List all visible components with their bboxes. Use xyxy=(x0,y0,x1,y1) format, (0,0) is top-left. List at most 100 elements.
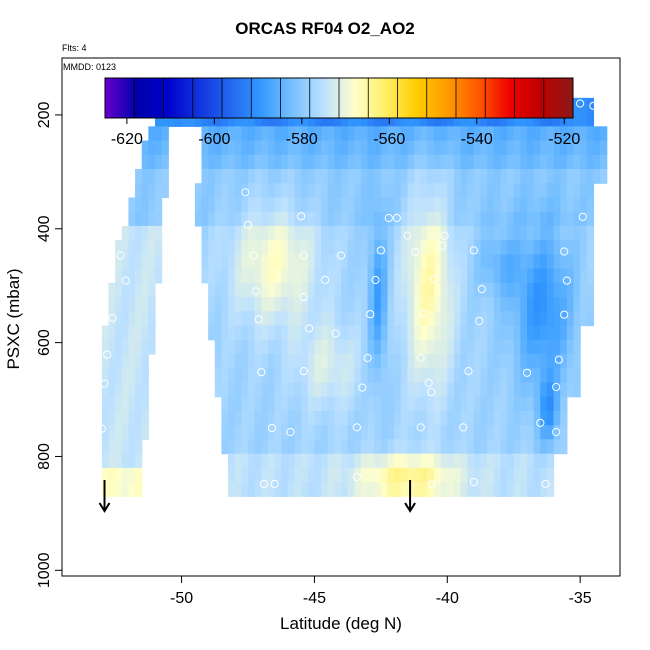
heatmap-cell xyxy=(421,454,428,469)
heatmap-cell xyxy=(142,311,149,326)
heatmap-cell xyxy=(155,141,162,156)
heatmap-cell xyxy=(487,354,494,369)
heatmap-cell xyxy=(454,411,461,426)
heatmap-cell xyxy=(115,425,122,440)
heatmap-cell xyxy=(301,297,308,312)
heatmap-cell xyxy=(394,454,401,469)
heatmap-cell xyxy=(434,439,441,454)
x-axis-label: Latitude (deg N) xyxy=(62,614,620,634)
heatmap-cell xyxy=(394,482,401,497)
heatmap-cell xyxy=(427,482,434,497)
heatmap-cell xyxy=(461,368,468,383)
heatmap-cell xyxy=(135,454,142,469)
heatmap-cell xyxy=(567,326,574,341)
heatmap-cell xyxy=(109,311,116,326)
heatmap-cell xyxy=(334,354,341,369)
heatmap-cell xyxy=(381,397,388,412)
heatmap-cell xyxy=(208,326,215,341)
heatmap-cell xyxy=(328,382,335,397)
heatmap-cell xyxy=(241,126,248,141)
heatmap-cell xyxy=(514,311,521,326)
heatmap-cell xyxy=(115,340,122,355)
heatmap-cell xyxy=(115,326,122,341)
heatmap-cell xyxy=(574,368,581,383)
heatmap-cell xyxy=(135,311,142,326)
heatmap-cell xyxy=(221,340,228,355)
heatmap-cell xyxy=(494,297,501,312)
heatmap-cell xyxy=(514,425,521,440)
heatmap-cell xyxy=(427,340,434,355)
heatmap-cell xyxy=(388,454,395,469)
heatmap-cell xyxy=(361,454,368,469)
heatmap-cell xyxy=(348,197,355,212)
heatmap-cell xyxy=(593,126,600,141)
heatmap-cell xyxy=(221,183,228,198)
heatmap-cell xyxy=(102,354,109,369)
heatmap-cell xyxy=(434,425,441,440)
heatmap-cell xyxy=(507,183,514,198)
heatmap-cell xyxy=(481,340,488,355)
heatmap-cell xyxy=(407,183,414,198)
y-axis: 2004006008001000 xyxy=(36,101,62,588)
heatmap-cell xyxy=(514,368,521,383)
heatmap-cell xyxy=(348,382,355,397)
heatmap-cell xyxy=(334,183,341,198)
heatmap-cell xyxy=(221,197,228,212)
heatmap-cell xyxy=(540,183,547,198)
heatmap-cell xyxy=(567,382,574,397)
heatmap-cell xyxy=(414,212,421,227)
heatmap-cell xyxy=(441,283,448,298)
heatmap-cell xyxy=(268,425,275,440)
heatmap-cell xyxy=(520,397,527,412)
heatmap-cell xyxy=(261,212,268,227)
heatmap-cell xyxy=(560,212,567,227)
heatmap-layer xyxy=(102,98,607,497)
heatmap-cell xyxy=(348,368,355,383)
heatmap-cell xyxy=(514,297,521,312)
heatmap-cell xyxy=(155,240,162,255)
heatmap-cell xyxy=(481,297,488,312)
heatmap-cell xyxy=(394,197,401,212)
heatmap-cell xyxy=(407,141,414,156)
heatmap-cell xyxy=(394,311,401,326)
heatmap-cell xyxy=(368,269,375,284)
heatmap-cell xyxy=(128,454,135,469)
heatmap-cell xyxy=(401,212,408,227)
heatmap-cell xyxy=(281,382,288,397)
heatmap-cell xyxy=(248,340,255,355)
heatmap-cell xyxy=(241,411,248,426)
heatmap-cell xyxy=(500,283,507,298)
heatmap-cell xyxy=(308,311,315,326)
heatmap-cell xyxy=(507,468,514,483)
heatmap-cell xyxy=(288,283,295,298)
heatmap-cell xyxy=(255,411,262,426)
heatmap-cell xyxy=(102,397,109,412)
heatmap-cell xyxy=(587,212,594,227)
heatmap-cell xyxy=(208,240,215,255)
heatmap-cell xyxy=(554,283,561,298)
heatmap-cell xyxy=(215,155,222,170)
heatmap-cell xyxy=(401,425,408,440)
heatmap-cell xyxy=(122,340,129,355)
heatmap-cell xyxy=(507,382,514,397)
heatmap-cell xyxy=(275,141,282,156)
heatmap-cell xyxy=(494,468,501,483)
heatmap-cell xyxy=(434,212,441,227)
heatmap-cell xyxy=(148,311,155,326)
heatmap-cell xyxy=(321,141,328,156)
heatmap-cell xyxy=(228,368,235,383)
heatmap-cell xyxy=(494,183,501,198)
heatmap-cell xyxy=(361,326,368,341)
heatmap-cell xyxy=(527,368,534,383)
heatmap-cell xyxy=(148,126,155,141)
heatmap-cell xyxy=(308,354,315,369)
heatmap-cell xyxy=(580,283,587,298)
heatmap-cell xyxy=(208,254,215,269)
heatmap-cell xyxy=(407,382,414,397)
heatmap-cell xyxy=(494,197,501,212)
heatmap-cell xyxy=(520,411,527,426)
heatmap-cell xyxy=(128,425,135,440)
heatmap-cell xyxy=(388,411,395,426)
heatmap-cell xyxy=(454,240,461,255)
heatmap-cell xyxy=(461,397,468,412)
